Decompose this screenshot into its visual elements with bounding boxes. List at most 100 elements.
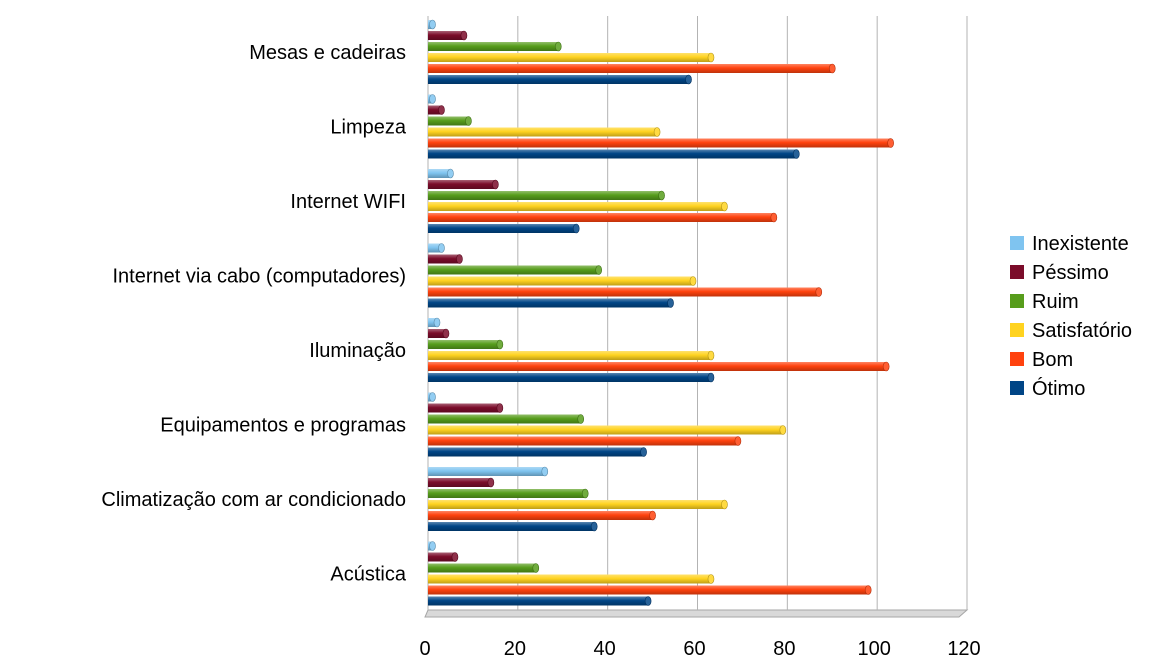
bar-cap [581,488,589,499]
bar-bom-limpeza [428,138,894,148]
bar-cap [793,149,800,159]
bar-face [428,596,649,606]
bar-face [428,42,559,51]
x-tick-label: 60 [683,638,705,660]
bar-cap [685,74,692,85]
legend-swatch [1010,381,1024,395]
bar-ruim-internet-via-cabo-computadores [428,265,602,275]
bar-face [428,180,496,189]
gridlines [517,16,968,610]
legend-item-inexistente: Inexistente [1010,233,1129,255]
bar-cap [882,361,890,372]
bar-inexistente-internet-wifi [428,168,454,179]
bar-otimo-climatizacao-com-ar-condicionado [428,521,598,532]
bar-face [428,329,446,338]
bar-face [428,340,500,349]
bar-cap [707,52,715,63]
bar-face [428,243,442,253]
legend-label: Péssimo [1032,262,1109,284]
bar-cap [644,596,652,606]
bar-pessimo-internet-wifi [428,179,499,190]
bar-satisfatorio-internet-via-cabo-computadores [428,276,697,286]
bars [428,19,894,606]
bar-cap [815,287,823,297]
legend-item-otimo: Ótimo [1010,377,1085,400]
bar-cap [707,350,715,361]
bar-cap [707,574,715,584]
bar-cap [640,447,647,457]
bar-ruim-iluminacao [428,339,504,350]
category-label-acustica: Acústica [330,564,406,586]
x-axis-ticks: 0 20 40 60 80 100 120 [419,638,980,660]
bar-pessimo-acustica [428,552,459,562]
bar-cap [653,127,661,137]
bar-cap [429,392,436,402]
bar-face [428,585,869,595]
bar-inexistente-acustica [428,541,436,551]
bar-cap [429,94,436,104]
bar-face [428,563,536,573]
legend-swatch [1010,323,1024,337]
bar-inexistente-iluminacao [428,317,441,328]
bar-ruim-internet-wifi [428,190,665,201]
bar-cap [460,30,468,41]
bar-face [428,467,545,476]
bar-cap [541,466,549,477]
category-label-internet-via-cabo-computadores: Internet via cabo (computadores) [113,266,407,288]
category-label-climatizacao-com-ar-condicionado: Climatização com ar condicionado [101,489,406,511]
bar-cap [828,63,836,74]
bar-face [428,552,455,562]
legend-item-pessimo: Péssimo [1010,262,1109,284]
bar-face [428,265,599,275]
bar-inexistente-limpeza [428,94,436,104]
x-tick-label: 120 [947,638,980,660]
x-tick-label: 0 [419,638,430,660]
bar-face [428,478,491,487]
bar-cap [456,254,463,264]
bar-face [428,574,711,584]
bar-inexistente-climatizacao-com-ar-condicionado [428,466,549,477]
bar-otimo-acustica [428,596,652,606]
bar-face [428,105,442,115]
bar-otimo-limpeza [428,149,800,159]
bar-face [428,202,725,211]
bar-face [428,31,464,40]
floor-plane [424,609,969,618]
bar-face [428,254,460,264]
bar-pessimo-limpeza [428,105,445,115]
bar-cap [689,276,697,286]
bar-ruim-equipamentos-e-programas [428,414,585,424]
bar-satisfatorio-iluminacao [428,350,715,361]
bar-face [428,403,500,413]
bar-cap [779,425,787,435]
bar-cap [496,339,504,350]
bar-face [428,276,694,286]
bar-face [428,127,658,137]
bar-cap [492,179,499,190]
legend-item-satisfatorio: Satisfatório [1010,320,1132,342]
bar-cap [770,212,778,223]
bar-bom-iluminacao [428,361,890,372]
category-labels: Mesas e cadeiras Limpeza Internet WIFI Inte… [101,42,406,586]
bar-pessimo-internet-via-cabo-computadores [428,254,463,264]
legend-swatch [1010,294,1024,308]
bar-bom-acustica [428,585,872,595]
bar-satisfatorio-acustica [428,574,715,584]
bar-otimo-internet-wifi [428,223,580,234]
bar-bom-mesas-e-cadeiras [428,63,836,74]
bar-face [428,500,725,509]
category-label-internet-wifi: Internet WIFI [290,191,406,213]
legend-label: Ruim [1032,291,1079,313]
category-label-limpeza: Limpeza [330,117,406,139]
bar-face [428,414,581,424]
bar-face [428,191,662,200]
bar-pessimo-iluminacao [428,328,450,339]
bar-pessimo-climatizacao-com-ar-condicionado [428,477,495,488]
bar-cap [532,563,540,573]
bar-face [428,511,653,520]
bar-face [428,138,891,148]
bar-satisfatorio-internet-wifi [428,201,728,212]
bar-otimo-iluminacao [428,372,715,383]
bar-otimo-internet-via-cabo-computadores [428,298,674,308]
bar-ruim-acustica [428,563,540,573]
